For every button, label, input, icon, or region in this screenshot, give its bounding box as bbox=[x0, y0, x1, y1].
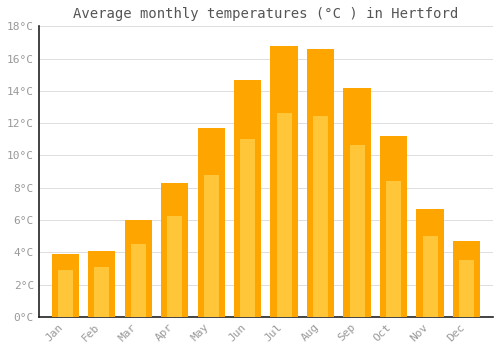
Bar bbox=[344, 88, 371, 317]
Bar bbox=[198, 128, 225, 317]
Bar bbox=[422, 236, 438, 317]
Bar bbox=[124, 220, 152, 317]
Bar bbox=[350, 145, 364, 317]
Bar bbox=[167, 216, 182, 317]
Bar bbox=[58, 270, 73, 317]
Bar bbox=[94, 267, 110, 317]
Bar bbox=[459, 260, 474, 317]
Bar bbox=[313, 116, 328, 317]
Bar bbox=[161, 183, 188, 317]
Bar bbox=[380, 136, 407, 317]
Bar bbox=[416, 209, 444, 317]
Bar bbox=[270, 46, 298, 317]
Bar bbox=[131, 244, 146, 317]
Bar bbox=[52, 254, 79, 317]
Bar bbox=[276, 113, 291, 317]
Bar bbox=[307, 49, 334, 317]
Bar bbox=[453, 241, 480, 317]
Bar bbox=[88, 251, 116, 317]
Bar bbox=[234, 79, 262, 317]
Bar bbox=[204, 175, 218, 317]
Title: Average monthly temperatures (°C ) in Hertford: Average monthly temperatures (°C ) in He… bbox=[74, 7, 458, 21]
Bar bbox=[386, 181, 401, 317]
Bar bbox=[240, 139, 255, 317]
